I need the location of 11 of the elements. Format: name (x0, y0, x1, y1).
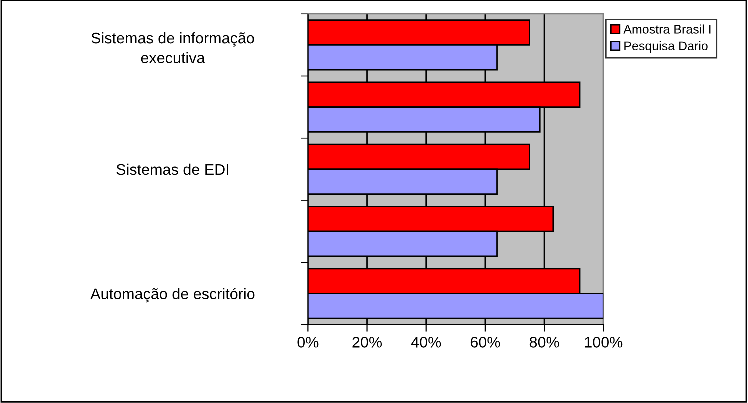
y-tick-label: Sistemas de informação executiva (92, 32, 254, 64)
legend-label: Amostra Brasil I (624, 24, 711, 34)
x-tick-label: 20% (352, 337, 382, 348)
x-tick-label: 100% (585, 337, 623, 348)
legend-label: Pesquisa Dario (624, 41, 708, 54)
y-tick-label: Sistemas de EDI (116, 164, 228, 176)
x-tick-label: 80% (530, 337, 560, 348)
x-tick-label: 40% (411, 337, 442, 348)
x-tick-label: 60% (470, 337, 500, 348)
x-tick-label: 0% (298, 337, 319, 348)
y-tick-label: Automação de escritório (90, 288, 255, 303)
